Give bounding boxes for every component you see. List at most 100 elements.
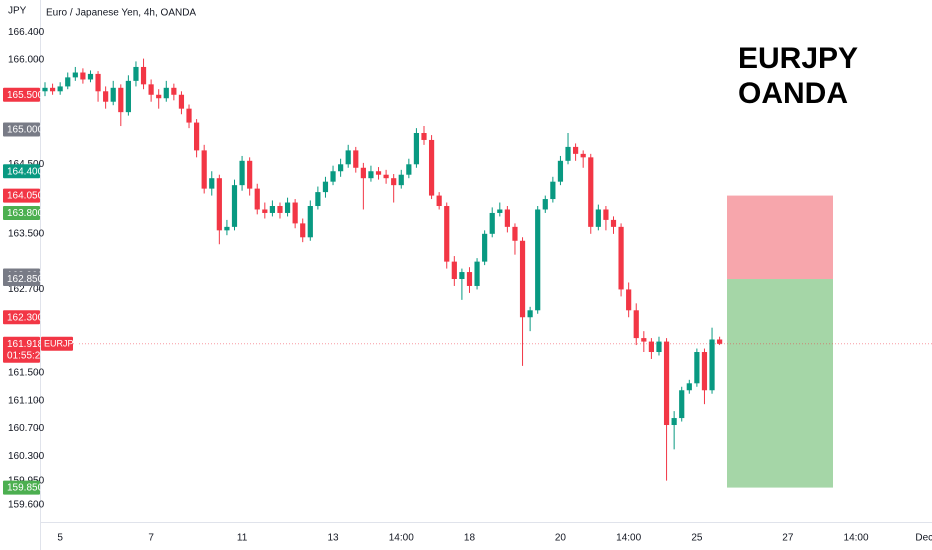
candle-body: [686, 383, 692, 391]
candle-body: [648, 341, 654, 353]
y-tick-label: 160.300: [8, 451, 45, 462]
candle-body: [504, 209, 510, 227]
candle-body: [603, 209, 609, 220]
candle-body: [406, 164, 412, 175]
candle-body: [300, 223, 306, 238]
candle-body: [535, 209, 541, 311]
candle-body: [284, 202, 291, 213]
x-tick-label: 14:00: [616, 533, 641, 544]
candle-body: [201, 150, 207, 189]
candle-body: [277, 206, 283, 213]
candle-body: [231, 185, 238, 227]
candle-body: [701, 352, 708, 391]
candle-body: [103, 91, 109, 102]
y-tick-label: 161.100: [8, 395, 45, 406]
x-tick-label: 5: [57, 533, 63, 544]
candle-body: [550, 181, 556, 200]
candle-body: [194, 122, 200, 151]
price-badge-label: 165.000: [7, 125, 44, 136]
candle-body: [315, 192, 321, 207]
candle-body: [588, 157, 594, 227]
candle-body: [489, 212, 495, 234]
candle-body: [42, 87, 48, 92]
candle-body: [110, 87, 116, 102]
y-tick-label: 159.600: [8, 500, 45, 511]
candle-body: [307, 206, 313, 238]
candle-body: [626, 289, 632, 311]
price-badge-label: 159.850: [7, 483, 44, 494]
candle-body: [428, 139, 435, 196]
plot-area: [40, 58, 932, 488]
candle-body: [125, 80, 131, 113]
price-badge: [3, 310, 40, 325]
candle-body: [178, 94, 185, 109]
candle-body: [610, 219, 617, 227]
candle-body: [353, 150, 359, 168]
last-price-label: 161.918: [7, 339, 44, 350]
price-badge: [3, 480, 40, 495]
candle-body: [444, 206, 450, 262]
candle-body: [49, 87, 56, 92]
candle-body: [474, 261, 480, 286]
candle-body: [360, 167, 366, 179]
chart-title: Euro / Japanese Yen, 4h, OANDA: [46, 8, 196, 19]
candle-body: [239, 160, 245, 186]
price-badge-label: 163.800: [7, 208, 44, 219]
candle-body: [57, 86, 63, 92]
candle-body: [391, 178, 397, 186]
price-badge-label: 165.500: [7, 90, 44, 101]
y-tick-label: 166.400: [8, 27, 45, 38]
price-badge: [3, 164, 40, 179]
candle-body: [671, 418, 677, 426]
candle-body: [557, 160, 564, 182]
candle-body: [65, 77, 71, 87]
candle-body: [482, 233, 488, 262]
price-badge: [3, 188, 40, 203]
y-tick-label: 162.700: [8, 284, 45, 295]
x-tick-label: 7: [148, 533, 154, 544]
candle-body: [656, 341, 662, 353]
candle-body: [292, 202, 298, 224]
price-badge-label: 162.850: [7, 274, 44, 285]
candle-body: [421, 133, 427, 140]
candle-body: [542, 199, 548, 210]
candle-body: [118, 87, 124, 113]
price-badge: [3, 122, 40, 137]
x-tick-label: 14:00: [389, 533, 414, 544]
candle-body: [618, 226, 624, 290]
candle-body: [466, 272, 473, 286]
candle-body: [512, 226, 518, 241]
candle-body: [345, 150, 351, 165]
candle-body: [224, 226, 230, 231]
candle-body: [87, 73, 94, 80]
x-tick-label: Dec: [915, 533, 932, 544]
candle-body: [694, 352, 700, 384]
symbol-tag-label: EURJPY: [44, 339, 80, 349]
target-zone: [727, 279, 833, 488]
candle-body: [413, 133, 420, 165]
candle-body: [322, 181, 329, 193]
watermark: EURJPY: [738, 42, 858, 75]
candle-body: [717, 339, 723, 344]
candle-body: [262, 209, 268, 213]
candle-body: [580, 153, 586, 158]
price-badge-label: 164.400: [7, 166, 44, 177]
candle-body: [72, 72, 78, 78]
y-tick-label: 161.500: [8, 368, 45, 379]
x-tick-label: 13: [327, 533, 339, 544]
x-tick-label: 14:00: [844, 533, 869, 544]
watermark: OANDA: [738, 77, 848, 110]
price-badge: [3, 272, 40, 287]
candle-body: [186, 108, 192, 123]
candle-body: [573, 146, 579, 154]
candle-body: [209, 178, 215, 189]
countdown: 01:55:20: [7, 350, 46, 361]
candle-body: [641, 338, 647, 342]
x-tick-label: 25: [691, 533, 703, 544]
x-tick-label: 18: [464, 533, 476, 544]
candle-body: [519, 240, 526, 318]
candle-body: [80, 72, 86, 80]
candle-body: [330, 171, 336, 182]
